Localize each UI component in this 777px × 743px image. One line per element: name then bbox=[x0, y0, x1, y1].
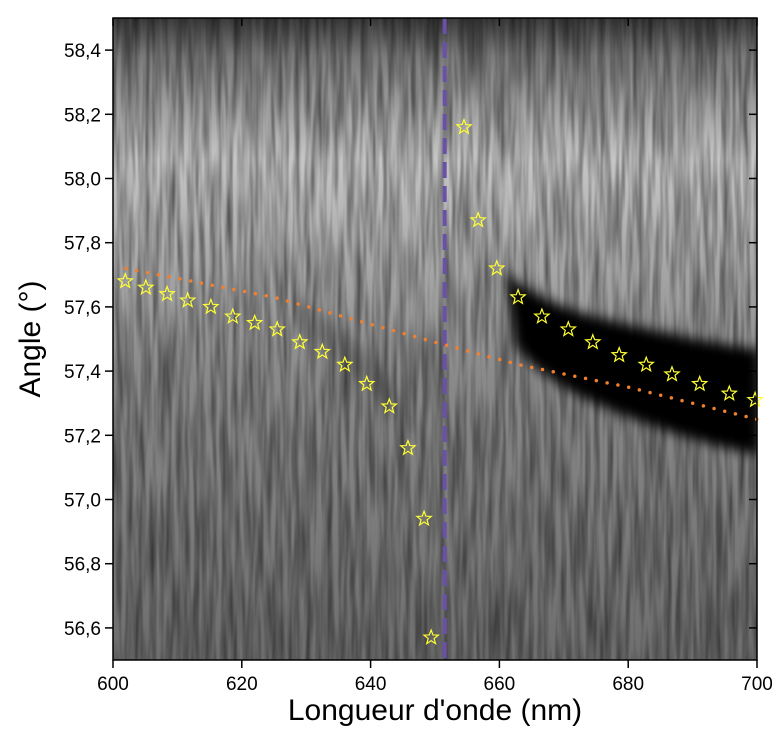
star-point bbox=[584, 332, 602, 350]
star-point bbox=[610, 345, 628, 363]
dotted-curve bbox=[124, 266, 759, 421]
star-point bbox=[178, 291, 197, 308]
star-point bbox=[455, 117, 473, 135]
plot-frame bbox=[112, 17, 758, 661]
star-point bbox=[158, 284, 176, 302]
star-point bbox=[663, 365, 681, 382]
star-point bbox=[559, 320, 578, 337]
x-tick-label: 640 bbox=[355, 674, 387, 695]
y-tick-label: 57,6 bbox=[64, 298, 101, 319]
star-point bbox=[509, 288, 527, 305]
star-point bbox=[116, 272, 135, 289]
star-point bbox=[720, 384, 739, 402]
x-tick-label: 680 bbox=[612, 674, 644, 695]
x-axis-title: Longueur d'onde (nm) bbox=[288, 694, 582, 727]
y-tick-label: 57,4 bbox=[64, 362, 101, 383]
heatmap-background bbox=[113, 18, 757, 660]
star-point bbox=[291, 332, 309, 350]
star-point bbox=[690, 374, 709, 392]
star-point bbox=[637, 355, 655, 373]
star-point bbox=[336, 355, 354, 373]
x-tick-label: 620 bbox=[226, 674, 258, 695]
star-point bbox=[399, 438, 417, 456]
x-tick-label: 600 bbox=[97, 674, 129, 695]
x-tick-label: 660 bbox=[484, 674, 516, 695]
star-point bbox=[245, 313, 264, 331]
star-point bbox=[533, 307, 551, 324]
y-tick-label: 57,0 bbox=[64, 491, 101, 512]
star-point bbox=[380, 397, 399, 414]
y-tick-label: 58,4 bbox=[64, 41, 101, 62]
star-point bbox=[488, 259, 506, 276]
y-tick-label: 57,8 bbox=[64, 234, 101, 255]
y-tick-label: 58,2 bbox=[64, 105, 101, 126]
y-tick-label: 58,0 bbox=[64, 170, 101, 191]
y-tick-label: 57,2 bbox=[64, 426, 101, 447]
star-point bbox=[415, 509, 433, 527]
x-tick-label: 700 bbox=[741, 674, 773, 695]
y-axis-title: Angle (°) bbox=[14, 280, 47, 397]
star-point bbox=[422, 628, 440, 645]
plot-marks bbox=[116, 18, 764, 660]
star-point bbox=[202, 297, 220, 315]
y-tick-label: 56,6 bbox=[64, 619, 101, 640]
star-point bbox=[357, 374, 376, 392]
y-tick-label: 56,8 bbox=[64, 555, 101, 576]
star-point bbox=[224, 307, 242, 324]
star-point bbox=[469, 211, 487, 228]
star-point bbox=[268, 320, 286, 337]
star-point bbox=[137, 278, 155, 296]
star-point bbox=[313, 342, 332, 360]
star-point bbox=[746, 390, 764, 408]
